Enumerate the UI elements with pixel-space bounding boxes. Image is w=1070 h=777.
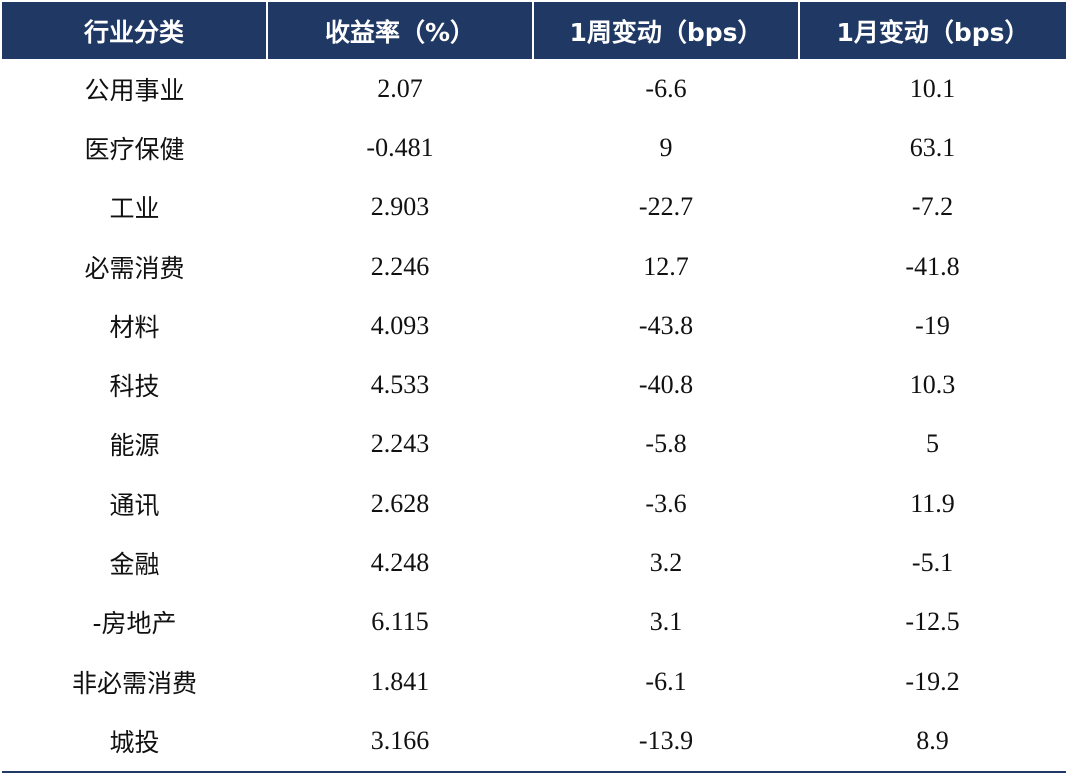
header-1m-change: 1月变动（bps） xyxy=(799,2,1066,59)
change-1m-value: 11.9 xyxy=(910,488,955,518)
sector-name: 公用事业 xyxy=(84,75,185,105)
change-1w-value: -40.8 xyxy=(638,370,694,400)
table-body: 公用事业 2.07 -6.6 10.1 医疗保健 -0.481 9 63.1 工业 2.903 -2… xyxy=(2,59,1066,773)
change-1w-value: 12.7 xyxy=(643,251,689,281)
table-row: -房地产 6.115 3.1 -12.5 xyxy=(2,593,1066,652)
yield-value: 2.903 xyxy=(370,192,430,222)
table-row: 必需消费 2.246 12.7 -41.8 xyxy=(2,237,1066,296)
change-1m-value: 10.1 xyxy=(909,73,956,103)
sector-name: 通讯 xyxy=(109,490,160,520)
change-1w-value: -6.1 xyxy=(645,666,687,696)
table-row: 通讯 2.628 -3.6 11.9 xyxy=(2,474,1066,533)
header-row: 行业分类 收益率（%） 1周变动（bps） 1月变动（bps） xyxy=(2,2,1066,59)
table-row: 材料 4.093 -43.8 -19 xyxy=(2,296,1066,355)
change-1w-value: -6.6 xyxy=(645,73,687,103)
table-row: 城投 3.166 -13.9 8.9 xyxy=(2,711,1066,773)
table-row: 非必需消费 1.841 -6.1 -19.2 xyxy=(2,652,1066,711)
change-1w-value: -5.8 xyxy=(645,429,687,459)
change-1w-value: -43.8 xyxy=(638,310,694,340)
table-row: 能源 2.243 -5.8 5 xyxy=(2,415,1066,474)
header-sector: 行业分类 xyxy=(2,2,268,59)
change-1w-value: 3.1 xyxy=(649,607,683,637)
table-row: 金融 4.248 3.2 -5.1 xyxy=(2,533,1066,592)
yield-value: 6.115 xyxy=(371,607,429,637)
change-1m-value: 8.9 xyxy=(799,711,1066,773)
yield-value: 1.841 xyxy=(370,666,430,696)
change-1m-value: -19 xyxy=(915,310,950,340)
sector-name: 必需消费 xyxy=(84,253,185,283)
header-1w-change: 1周变动（bps） xyxy=(533,2,800,59)
sector-name: 医疗保健 xyxy=(84,134,185,164)
change-1w-value: -13.9 xyxy=(533,711,799,773)
change-1m-value: 5 xyxy=(926,429,939,459)
change-1m-value: -41.8 xyxy=(905,251,960,281)
change-1w-value: -22.7 xyxy=(638,192,694,222)
change-1w-value: -3.6 xyxy=(645,488,687,518)
yield-value: 2.628 xyxy=(370,488,430,518)
sector-name: 非必需消费 xyxy=(71,668,197,698)
table-row: 工业 2.903 -22.7 -7.2 xyxy=(2,178,1066,237)
change-1m-value: -5.1 xyxy=(911,548,954,578)
change-1m-value: -7.2 xyxy=(911,192,954,222)
sector-name: 工业 xyxy=(109,194,160,224)
sector-name: -房地产 xyxy=(92,609,177,639)
yield-value: 4.248 xyxy=(370,548,430,578)
sector-name: 金融 xyxy=(109,550,160,580)
yield-value: 4.093 xyxy=(370,310,430,340)
change-1m-value: 63.1 xyxy=(909,132,956,162)
yield-value: 2.243 xyxy=(370,429,430,459)
change-1m-value: -12.5 xyxy=(905,607,960,637)
change-1m-value: 10.3 xyxy=(909,370,956,400)
change-1m-value: -19.2 xyxy=(905,666,960,696)
change-1w-value: 3.2 xyxy=(649,548,683,578)
yield-value: -0.481 xyxy=(366,132,434,162)
header-yield: 收益率（%） xyxy=(267,2,534,59)
yield-value: 2.07 xyxy=(377,73,423,103)
sector-name: 科技 xyxy=(109,372,160,402)
table-row: 医疗保健 -0.481 9 63.1 xyxy=(2,118,1066,177)
table-row: 公用事业 2.07 -6.6 10.1 xyxy=(2,59,1066,118)
sector-name: 材料 xyxy=(109,312,160,342)
change-1w-value: 9 xyxy=(659,132,673,162)
yield-value: 4.533 xyxy=(370,370,430,400)
sector-name: 能源 xyxy=(109,431,160,461)
sector-name: 城投 xyxy=(2,711,267,773)
yield-value: 3.166 xyxy=(267,711,533,773)
table-header: 行业分类 收益率（%） 1周变动（bps） 1月变动（bps） xyxy=(2,2,1066,59)
table-row: 科技 4.533 -40.8 10.3 xyxy=(2,355,1066,414)
yield-value: 2.246 xyxy=(370,251,430,281)
